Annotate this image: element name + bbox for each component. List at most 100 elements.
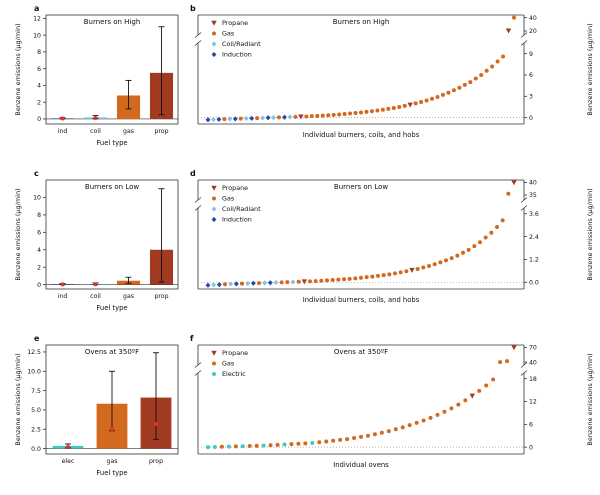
data-point-gas [324,439,329,444]
data-point-gas [320,113,325,118]
axis-break-mark [194,370,202,376]
data-point-gas [386,106,391,111]
data-point-gas [212,361,216,366]
x-tick-label: prop [149,458,163,465]
median-point [93,116,98,121]
y-axis-label: Benzene emissions (µg/min) [14,353,22,445]
data-point-gas [381,273,386,278]
data-point-induction [216,282,222,288]
data-point-gas [359,434,363,439]
data-point-induction [211,216,217,223]
data-point-gas [352,436,357,441]
data-point-induction [232,116,238,122]
x-tick-label: elec [62,458,75,465]
y-tick-label: 10 [33,32,41,39]
data-point-gas [326,113,331,118]
data-point-gas [386,429,391,434]
chart-title: Ovens at 350ºF [334,348,388,356]
data-point-induction [282,114,287,120]
axis-break-mark [194,362,202,368]
data-point-gas [348,111,353,116]
data-point-gas [462,82,467,87]
data-point-gas [296,441,301,446]
y-tick-label: 70 [529,345,537,352]
chart-title: Burners on Low [85,183,139,191]
legend: Propane Gas Coil/Radiant Induction [211,19,261,59]
data-point-electric [310,440,315,445]
data-point-gas [219,444,224,449]
legend-label: Propane [222,184,248,192]
y-axis-label: Benzene emissions (µg/min) [586,353,594,445]
data-point-gas [402,103,407,108]
data-point-gas [435,412,440,417]
data-point-coil [227,116,233,122]
right-y-axis: 0 3 6 9 20 40 [524,15,537,122]
data-point-gas [413,101,418,106]
data-point-gas [359,110,363,115]
legend-label: Gas [222,195,235,203]
x-axis-label: Fuel type [96,139,127,147]
chart-title: Burners on Low [334,183,388,191]
y-tick-label: 35 [529,192,537,199]
data-point-gas [369,109,374,114]
data-point-gas [255,116,260,121]
legend-label: Propane [222,349,248,357]
axis-break-mark [194,205,202,211]
data-point-gas [380,107,385,112]
median-point [110,427,114,432]
panel-letter: c [34,169,39,178]
axis-break-mark [520,40,528,46]
data-point-coil [273,279,279,286]
data-point-gas [279,280,284,285]
data-point-gas [404,269,409,274]
legend-label: Coil/Radiant [222,40,261,48]
data-point-gas [442,409,447,414]
data-points [206,345,517,450]
data-point-induction [265,115,271,121]
panel-letter: a [34,4,39,13]
data-points [205,15,516,123]
x-axis-label: Individual burners, coils, and hobs [303,296,420,304]
panel-letter: f [190,334,194,343]
panel-b-scatter-burners-high: b 0 3 6 9 20 40 Propane Gas Coil/Radiant Induction… [190,4,594,139]
data-point-coil [290,279,296,285]
x-tick-label: gas [107,458,118,465]
data-point-induction [205,117,211,123]
data-point-gas [379,430,384,435]
data-point-gas [353,276,358,281]
x-tick-label: coil [90,293,101,300]
y-tick-label: 40 [529,359,537,366]
data-point-gas [275,442,280,447]
data-points [205,180,517,288]
data-point-gas [212,196,216,201]
chart-title: Burners on High [84,18,141,26]
data-point-gas [427,263,431,268]
panel-d-scatter-burners-low: d 0.0 1.2 2.4 3.6 35 40 Propane Gas Coil/Radiant I… [190,169,594,304]
y-tick-label: 0.0 [529,280,539,287]
bars [50,188,174,287]
data-point-gas [432,262,437,267]
data-point-gas [466,247,471,252]
y-tick-label: 12 [33,16,41,23]
data-point-gas [440,92,445,97]
panel-letter: e [34,334,40,343]
data-point-propane [511,345,517,351]
y-axis-label: Benzene emissions (µg/min) [586,23,594,115]
data-point-gas [257,281,261,286]
x-axis-label: Individual burners, coils, and hobs [303,131,420,139]
x-axis-label: Individual ovens [333,461,389,469]
data-point-electric [282,442,287,447]
panel-e-bar-chart-ovens: e 0.0 2.5 5.0 7.5 10.0 12.5 elec gas prop Ovens at… [14,334,179,477]
x-axis-label: Fuel type [96,469,127,477]
y-tick-label: 40 [529,180,537,187]
data-point-gas [451,88,456,93]
data-point-propane [301,279,308,285]
y-tick-label: 2 [37,99,41,106]
data-point-gas [309,114,314,119]
data-point-propane [409,267,415,273]
data-point-coil [211,41,217,47]
data-point-coil [287,114,293,120]
data-point-gas [375,108,380,113]
legend-label: Gas [222,360,235,368]
data-point-coil [262,280,268,286]
